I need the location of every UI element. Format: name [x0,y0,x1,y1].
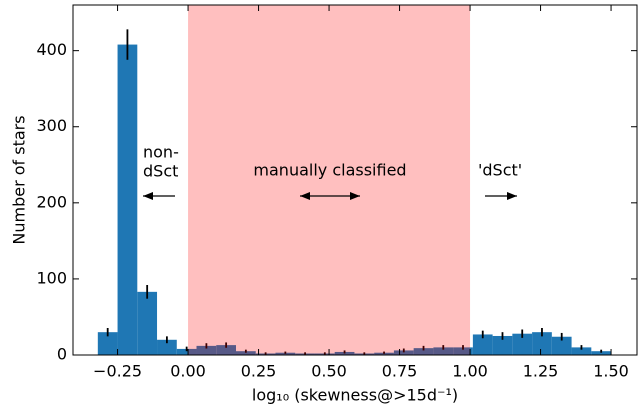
y-tick-label: 300 [36,116,67,135]
x-tick-label: 0.25 [241,362,277,381]
arrow-head [350,192,360,200]
arrow-head [143,192,153,200]
annotation: dSct [143,162,178,181]
x-tick-label: 1.25 [523,362,559,381]
x-tick-label: 1.00 [452,362,488,381]
bar [117,44,138,355]
bar [492,335,513,355]
bar [137,291,158,355]
bar [235,351,256,355]
shaded-region [188,5,471,355]
bar [216,345,236,355]
arrow-head [507,192,517,200]
y-tick-label: 100 [36,268,67,287]
x-axis-label: log₁₀ (skewness@>15d⁻¹) [252,386,458,405]
x-tick-label: 0.75 [382,362,418,381]
y-axis-label: Number of stars [10,115,29,244]
bar [532,332,552,355]
bar [176,348,197,355]
x-tick-label: 0.00 [170,362,206,381]
x-tick-label: 0.50 [311,362,347,381]
bar [472,334,493,355]
y-tick-label: 0 [57,345,67,364]
annotation: manually classified [253,161,406,180]
bar [196,345,217,355]
y-tick-label: 400 [36,40,67,59]
bar [551,336,572,355]
bar [97,332,118,355]
y-tick-label: 200 [36,192,67,211]
bar [413,348,434,355]
bar [157,339,177,355]
arrow-head [300,192,310,200]
bar [453,347,473,355]
plot-frame [72,4,638,356]
bar [433,347,454,355]
x-tick-label: −0.25 [93,362,142,381]
x-tick-label: 1.50 [593,362,629,381]
bar [591,351,612,355]
annotation: non- [143,143,179,162]
bar [512,333,533,355]
bar [571,347,592,355]
annotation: 'dSct' [478,161,522,180]
bar [393,350,414,355]
